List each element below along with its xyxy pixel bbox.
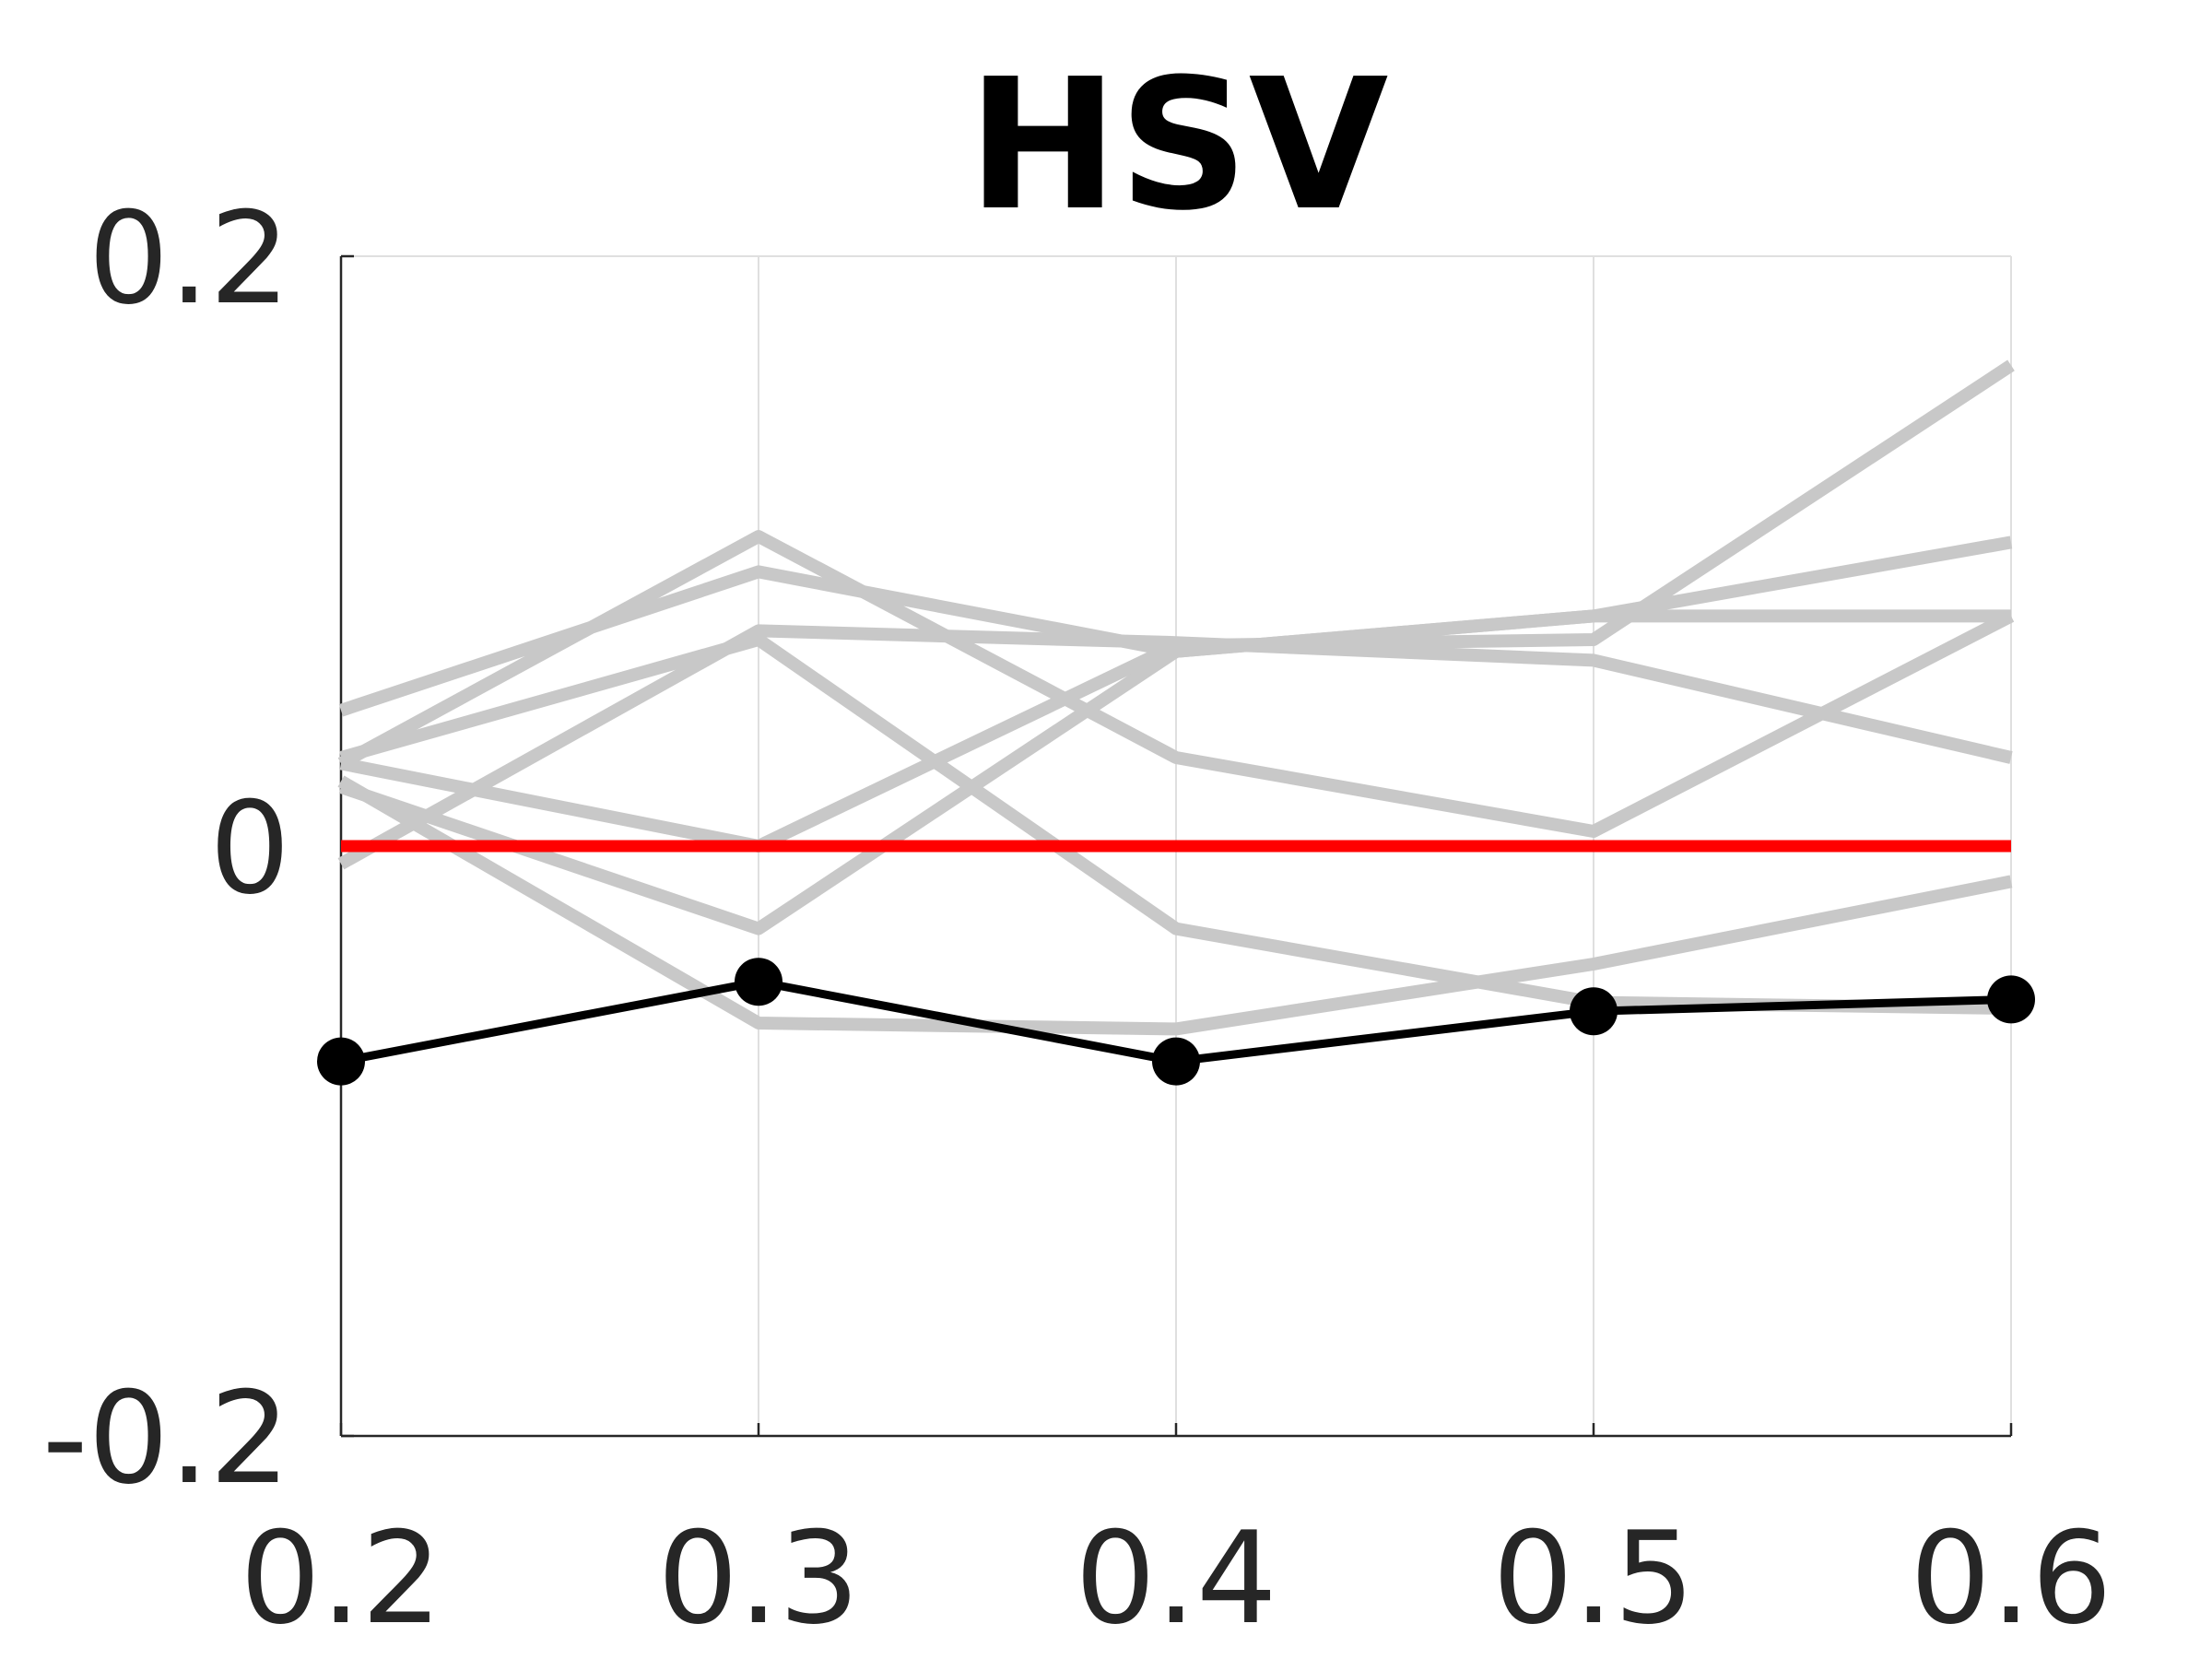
tick-labels: 0.2 0.3 0.4 0.5 0.6 0.2 0 -0.2 — [42, 184, 2112, 1653]
background-series-line-7 — [337, 775, 2013, 1036]
x-tick-label: 0.6 — [1910, 1504, 2112, 1653]
background-series-line-6 — [338, 609, 2011, 935]
main-series-point — [1152, 1037, 1200, 1086]
x-tick-label: 0.5 — [1492, 1504, 1694, 1653]
background-series-line-2 — [337, 530, 2015, 838]
y-tick-label: 0 — [209, 774, 290, 923]
y-tick-label: -0.2 — [42, 1364, 290, 1512]
main-series-point — [317, 1037, 365, 1086]
x-tick-label: 0.3 — [657, 1504, 859, 1653]
main-series-point — [1570, 987, 1618, 1036]
x-tick-label: 0.2 — [240, 1504, 441, 1653]
x-tick-label: 0.4 — [1075, 1504, 1277, 1653]
background-series-group — [337, 359, 2015, 1036]
main-series-point — [735, 958, 782, 1006]
main-series-group — [317, 958, 2035, 1086]
main-series-point — [1987, 975, 2035, 1024]
background-series-line-5 — [337, 624, 2013, 870]
chart-title: HSV — [968, 41, 1389, 251]
y-tick-label: 0.2 — [88, 184, 290, 333]
